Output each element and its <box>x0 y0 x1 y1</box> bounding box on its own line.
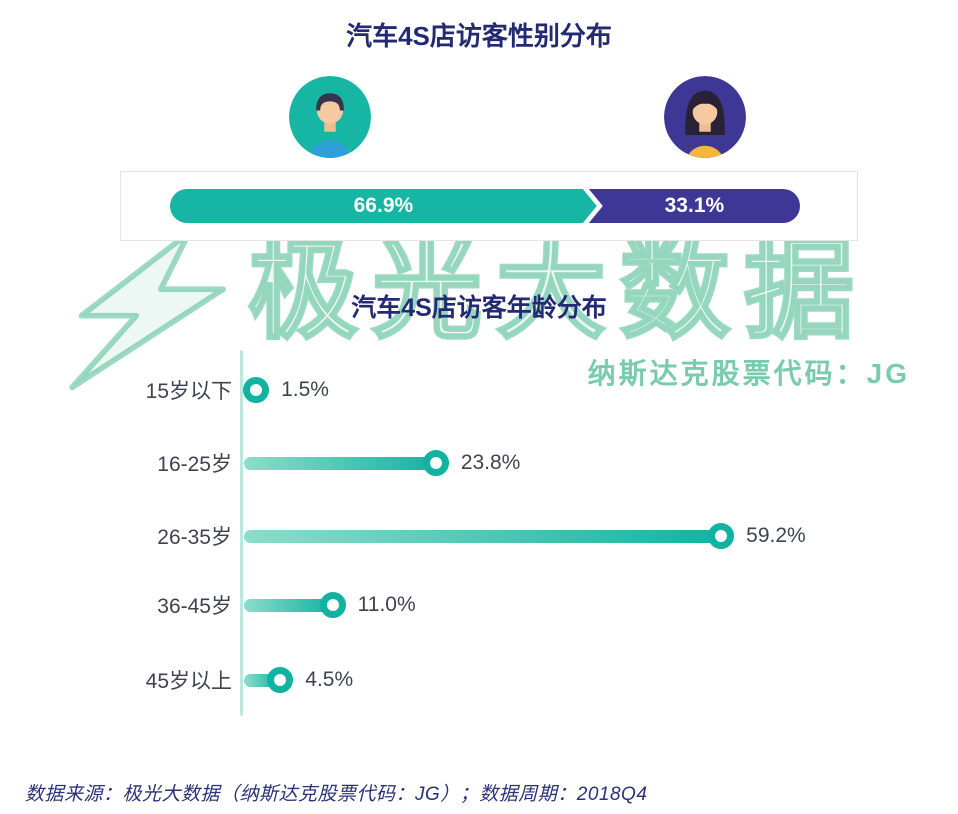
bar <box>244 529 722 543</box>
gender-stacked-bar: 66.9% 33.1% <box>170 189 808 223</box>
bar <box>244 598 333 612</box>
age-row-26-35: 26-35岁 59.2% <box>120 521 806 551</box>
female-person-icon <box>664 76 746 158</box>
age-chart-title: 汽车4S店访客年龄分布 <box>351 294 607 322</box>
value-label: 11.0% <box>357 593 416 616</box>
bar-endpoint-dot <box>422 450 449 476</box>
age-row-16-25: 16-25岁 23.8% <box>120 448 520 478</box>
gender-bar-container: 66.9% 33.1% <box>120 171 858 241</box>
age-row-36-45: 36-45岁 11.0% <box>120 590 416 620</box>
category-label: 16-25岁 <box>157 453 232 476</box>
male-avatar <box>289 76 371 158</box>
bar-endpoint-dot <box>708 523 735 549</box>
y-axis-line <box>240 350 243 716</box>
value-label: 4.5% <box>305 668 354 691</box>
category-label: 26-35岁 <box>157 526 232 549</box>
bar <box>244 456 436 470</box>
value-label: 1.5% <box>281 378 329 401</box>
age-row-over-45: 45岁以上 4.5% <box>120 665 353 695</box>
category-label: 36-45岁 <box>157 595 232 618</box>
category-label: 15岁以下 <box>145 380 232 403</box>
bar-endpoint-dot <box>267 667 294 693</box>
male-person-icon <box>289 76 371 158</box>
male-percent-label: 66.9% <box>353 194 414 217</box>
bar-endpoint-dot <box>243 377 270 403</box>
gender-chart-title: 汽车4S店访客性别分布 <box>346 21 612 51</box>
data-source-note: 数据来源：极光大数据（纳斯达克股票代码：JG）；数据周期：2018Q4 <box>25 784 648 805</box>
age-row-under-15: 15岁以下 1.5% <box>120 375 329 405</box>
value-label: 23.8% <box>460 451 521 474</box>
female-avatar <box>664 76 746 158</box>
female-bar-segment: 33.1% <box>588 189 800 223</box>
category-label: 45岁以上 <box>145 670 232 693</box>
male-bar-segment: 66.9% <box>170 189 597 223</box>
value-label: 59.2% <box>746 524 806 547</box>
female-percent-label: 33.1% <box>664 194 725 217</box>
bar-endpoint-dot <box>319 592 346 618</box>
